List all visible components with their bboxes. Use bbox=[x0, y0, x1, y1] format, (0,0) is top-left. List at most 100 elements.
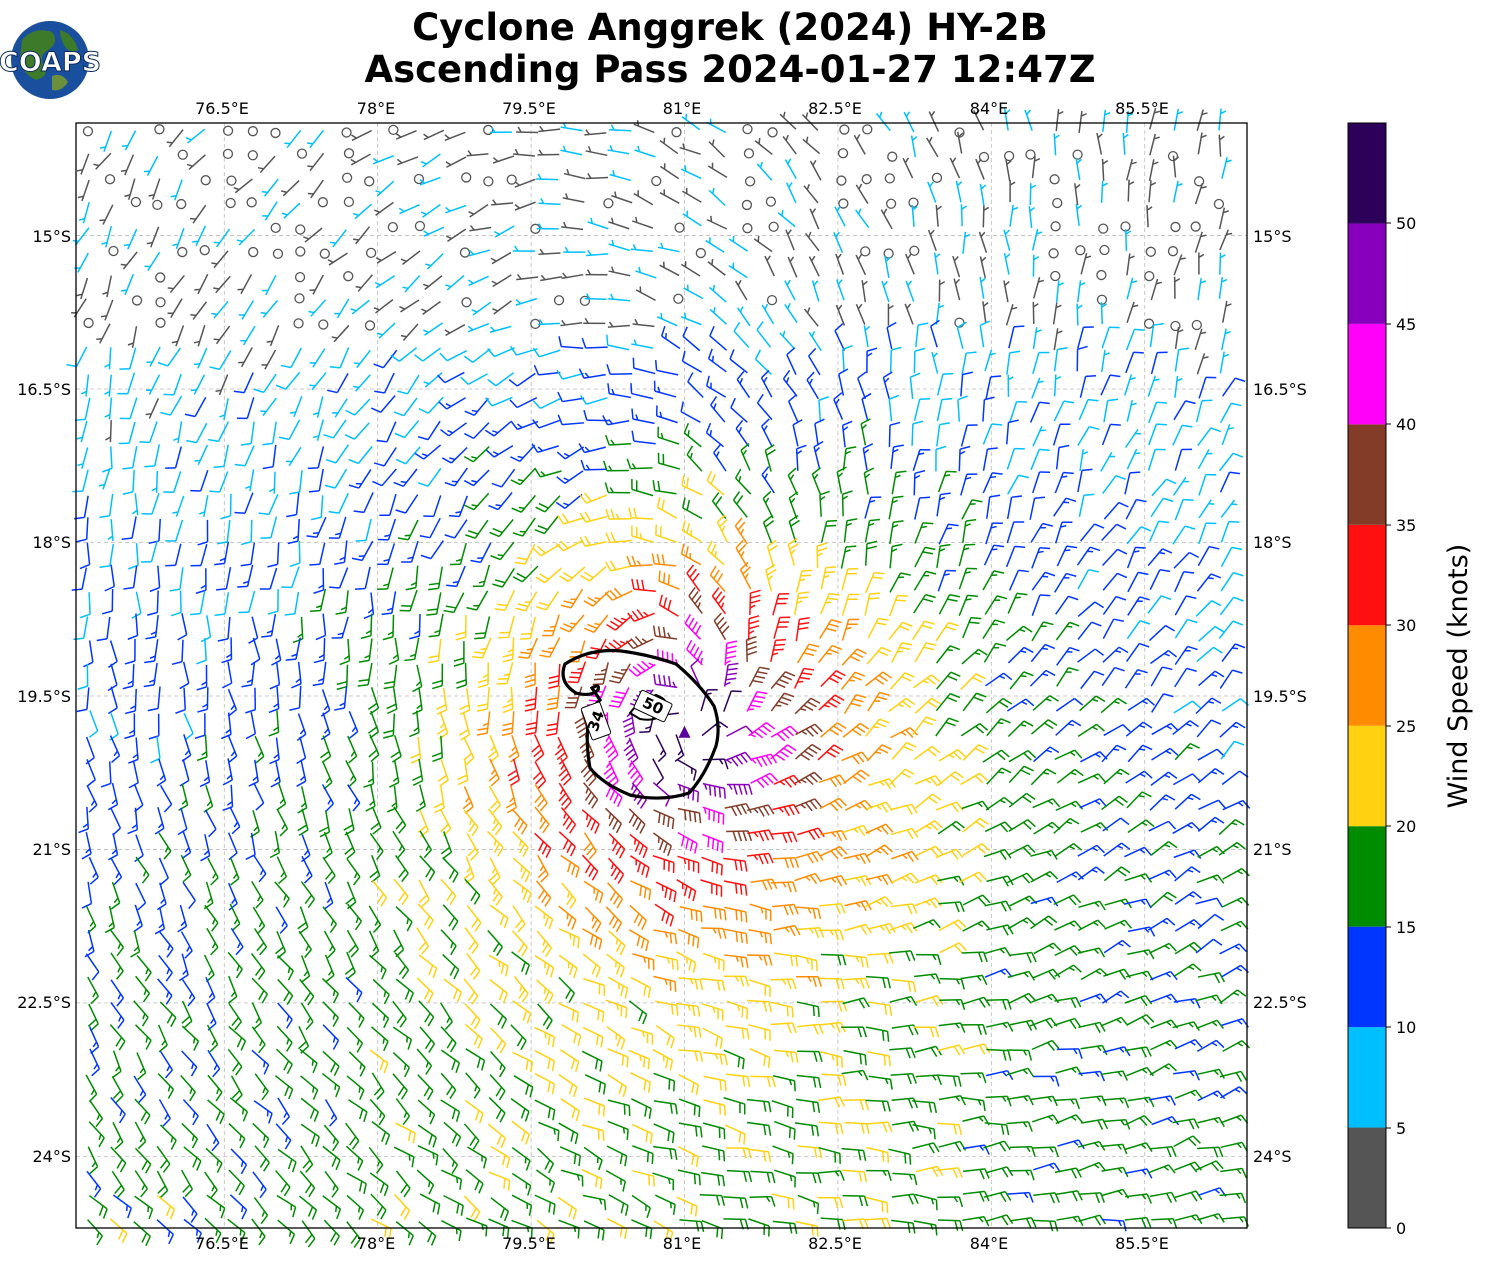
wind-barb bbox=[460, 373, 488, 386]
wind-barb bbox=[393, 1193, 411, 1220]
wind-barb bbox=[770, 1001, 794, 1018]
wind-barb bbox=[300, 1075, 319, 1100]
wind-barb bbox=[492, 155, 515, 164]
wind-barb bbox=[167, 275, 185, 294]
wind-barb bbox=[510, 444, 536, 463]
wind-barb bbox=[1220, 546, 1243, 568]
wind-barb bbox=[165, 446, 183, 469]
wind-barb bbox=[459, 247, 471, 258]
wind-barb bbox=[339, 638, 351, 666]
wind-barb bbox=[133, 1000, 149, 1027]
wind-barb bbox=[267, 542, 280, 568]
wind-barb bbox=[1173, 551, 1199, 569]
colorbar-band bbox=[1348, 625, 1386, 726]
wind-barb bbox=[373, 299, 394, 314]
wind-barb bbox=[816, 542, 828, 569]
wind-barb bbox=[1222, 799, 1251, 811]
wind-barb bbox=[392, 1073, 408, 1100]
wind-barb bbox=[215, 374, 229, 396]
wind-barb bbox=[956, 131, 964, 154]
wind-barb bbox=[371, 1121, 391, 1146]
wind-barb bbox=[558, 954, 578, 979]
wind-barb bbox=[558, 905, 577, 930]
wind-barb bbox=[935, 445, 947, 472]
wind-barb bbox=[1174, 570, 1195, 593]
wind-barb bbox=[139, 421, 158, 444]
wind-barb bbox=[703, 1075, 727, 1092]
wind-barb bbox=[821, 1073, 847, 1087]
wind-barb bbox=[913, 919, 941, 930]
wind-barb bbox=[868, 1075, 893, 1090]
wind-barb bbox=[437, 759, 449, 787]
wind-barb bbox=[975, 158, 985, 180]
wind-barb bbox=[579, 511, 608, 523]
wind-barb bbox=[252, 1122, 270, 1149]
wind-barb bbox=[746, 1098, 772, 1113]
wind-barb bbox=[559, 1049, 580, 1073]
wind-barb bbox=[81, 832, 92, 860]
wind-barb bbox=[348, 1002, 365, 1028]
wind-barb bbox=[1151, 1218, 1178, 1229]
wind-barb bbox=[1031, 377, 1044, 399]
wind-barb bbox=[678, 1098, 701, 1118]
wind-barb bbox=[1056, 768, 1084, 784]
wind-barb bbox=[881, 280, 890, 303]
wind-barb bbox=[914, 697, 941, 714]
wind-barb bbox=[87, 976, 99, 1005]
wind-barb bbox=[537, 1003, 553, 1030]
wind-barb bbox=[109, 929, 125, 957]
wind-barb bbox=[796, 975, 822, 987]
wind-barb bbox=[508, 734, 520, 763]
wind-barb bbox=[1219, 989, 1247, 1004]
wind-barb bbox=[404, 637, 420, 662]
wind-barb bbox=[1079, 1095, 1107, 1106]
wind-barb bbox=[843, 769, 870, 785]
wind-barb bbox=[627, 608, 655, 622]
wind-barb bbox=[844, 954, 869, 968]
wind-barb bbox=[66, 346, 88, 368]
wind-barb bbox=[888, 495, 904, 520]
wind-barb bbox=[843, 1049, 867, 1066]
wind-barb bbox=[914, 1193, 938, 1211]
wind-barb bbox=[491, 199, 514, 206]
wind-barb bbox=[438, 397, 466, 410]
wind-barb bbox=[134, 1024, 152, 1050]
wind-barb bbox=[909, 372, 921, 400]
wind-barb bbox=[229, 1097, 249, 1122]
wind-barb bbox=[631, 1098, 652, 1119]
wind-barb bbox=[1052, 197, 1063, 209]
wind-barb bbox=[446, 228, 467, 242]
wind-barb bbox=[124, 639, 136, 665]
wind-barb bbox=[1167, 246, 1179, 257]
wind-barb bbox=[463, 856, 475, 885]
wind-barb bbox=[700, 978, 726, 992]
colorbar-band bbox=[1348, 223, 1386, 324]
wind-barb bbox=[682, 497, 703, 520]
wind-barb bbox=[1030, 849, 1058, 860]
wind-barb bbox=[1055, 1066, 1083, 1077]
wind-barb bbox=[182, 1196, 198, 1223]
wind-barb bbox=[387, 222, 398, 233]
wind-barb bbox=[1193, 176, 1205, 187]
wind-barb bbox=[1100, 697, 1127, 714]
wind-barb bbox=[487, 347, 515, 358]
wind-barb bbox=[158, 832, 172, 860]
wind-barb bbox=[395, 494, 419, 514]
wind-barb bbox=[175, 687, 186, 714]
wind-barb bbox=[1195, 697, 1222, 715]
wind-barb bbox=[130, 930, 141, 958]
wind-barb bbox=[914, 874, 943, 886]
wind-barb bbox=[156, 882, 167, 911]
wind-barb bbox=[414, 220, 426, 232]
wind-barb bbox=[890, 903, 918, 915]
wind-barb bbox=[1057, 1139, 1085, 1150]
wind-barb bbox=[1198, 625, 1225, 642]
wind-barb bbox=[864, 592, 881, 616]
wind-barb bbox=[838, 368, 849, 396]
wind-barb bbox=[156, 758, 167, 787]
wind-barb bbox=[626, 458, 653, 470]
wind-barb bbox=[519, 616, 536, 640]
wind-barb bbox=[1055, 697, 1084, 712]
wind-barb bbox=[1056, 667, 1079, 687]
wind-barb bbox=[395, 1170, 411, 1198]
